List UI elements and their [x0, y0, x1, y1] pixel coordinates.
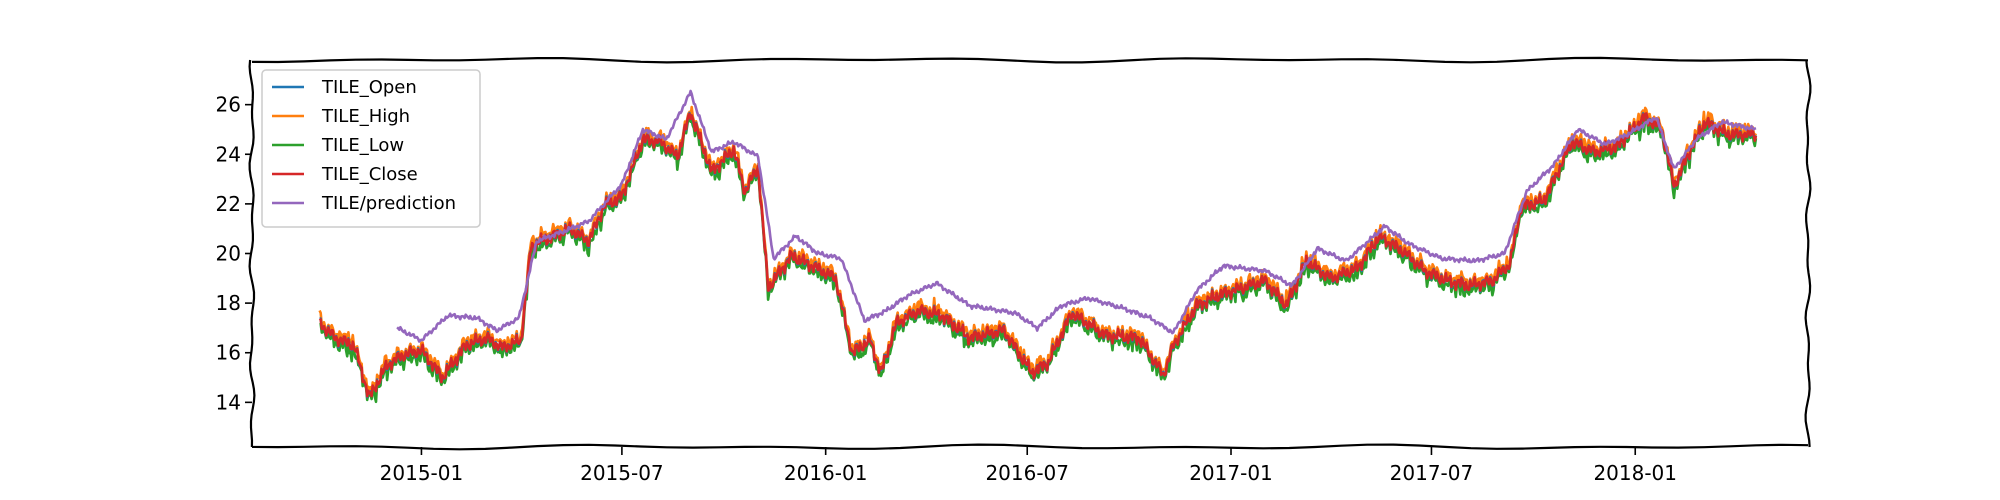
series-line-tile-prediction [396, 89, 1757, 343]
y-tick-label: 22 [216, 192, 241, 216]
x-tick-label: 2017-01 [1189, 461, 1273, 485]
x-tick-label: 2015-07 [580, 461, 664, 485]
legend-label-close: TILE_Close [321, 164, 418, 185]
legend: TILE_Open TILE_High TILE_Low TILE_Close TILE… [261, 69, 481, 228]
y-tick-label: 18 [216, 291, 241, 315]
series-line-tile-close [318, 112, 1758, 398]
legend-box [261, 69, 481, 228]
series-layer [318, 89, 1758, 404]
x-tick-label: 2016-07 [985, 461, 1069, 485]
legend-label-low: TILE_Low [321, 135, 404, 156]
y-tick-label: 20 [216, 242, 241, 266]
y-tick-label: 26 [216, 93, 241, 117]
legend-label-prediction: TILE/prediction [321, 193, 456, 214]
y-tick-label: 16 [216, 341, 241, 365]
legend-label-high: TILE_High [321, 106, 410, 127]
plot-frame [248, 56, 1812, 451]
y-tick-label: 24 [216, 142, 241, 166]
x-tick-label: 2015-01 [380, 461, 464, 485]
x-tick-label: 2016-01 [784, 461, 868, 485]
x-tick-label: 2017-07 [1390, 461, 1474, 485]
y-tick-label: 14 [216, 390, 241, 414]
legend-label-open: TILE_Open [321, 77, 417, 98]
x-tick-label: 2018-01 [1593, 461, 1677, 485]
axes-layer: 14 16 18 20 22 24 26 2015-01 2015-07 2016-01 2016-… [216, 93, 1677, 485]
